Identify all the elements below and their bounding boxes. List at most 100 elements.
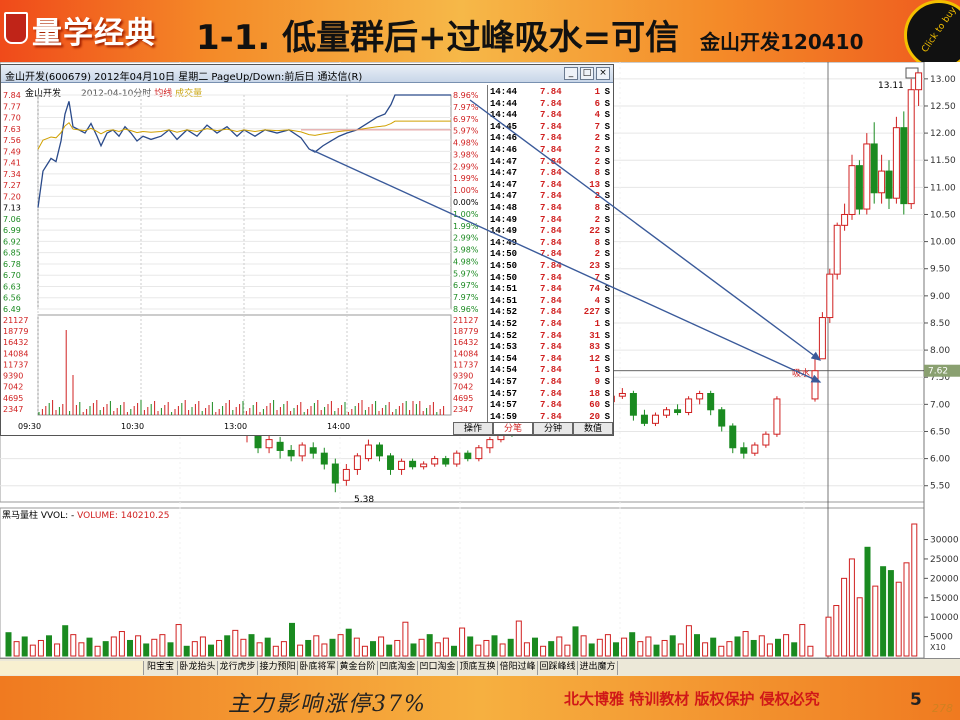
tick-volume: 83 xyxy=(589,342,600,353)
tick-price: 7.84 xyxy=(540,342,562,353)
tick-time: 14:49 xyxy=(490,226,518,237)
candle-body xyxy=(826,273,834,319)
tick-row[interactable]: 14:44 7.84 1 S xyxy=(488,87,614,100)
candle-body xyxy=(431,458,439,465)
volume-bar xyxy=(637,641,644,657)
tick-time: 14:54 xyxy=(490,365,518,376)
tick-direction: S xyxy=(604,237,610,248)
tick-tab[interactable]: 操作 xyxy=(453,422,493,435)
intraday-axis: 7.84 7.77 7.70 7.63 7.56 7.49 7.41 7.34 7.27 7.20… xyxy=(3,91,479,431)
tick-tab[interactable]: 数值 xyxy=(573,422,613,435)
intraday-vol-label-right: 18779 xyxy=(453,327,478,336)
minimize-button[interactable]: _ xyxy=(564,67,578,80)
formula-tab[interactable]: 顶底互换 xyxy=(458,661,498,675)
tick-time: 14:59 xyxy=(490,411,518,422)
volume-bar xyxy=(434,642,441,657)
candle-body xyxy=(729,425,737,449)
formula-tab[interactable]: 龙行虎步 xyxy=(218,661,258,675)
volume-bar xyxy=(742,631,749,657)
tick-tab[interactable]: 分笔 xyxy=(493,422,533,435)
price-tick-label: 11.00 xyxy=(930,183,956,193)
tick-direction: S xyxy=(604,98,610,109)
candle-body xyxy=(818,317,826,360)
intraday-price-label: 7.34 xyxy=(3,170,21,179)
tick-list[interactable]: 14:44 7.84 1 S 14:44 7.84 6 S 14:44 7.84 4 S 14:45 7.… xyxy=(487,85,613,423)
tick-time: 14:53 xyxy=(490,342,518,353)
tick-direction: S xyxy=(604,284,610,295)
chart-info-vol: 成交量 xyxy=(175,89,203,99)
maximize-button[interactable]: □ xyxy=(580,67,594,80)
tick-price: 7.84 xyxy=(540,261,562,271)
tick-price: 7.84 xyxy=(540,133,562,144)
volume-bar xyxy=(272,645,279,657)
formula-tab[interactable]: 卧底将军 xyxy=(298,661,338,675)
candle-body xyxy=(848,165,856,215)
tick-volume: 13 xyxy=(589,179,600,190)
tick-price: 7.84 xyxy=(540,98,562,109)
tick-row[interactable]: 14:57 7.84 60 S xyxy=(488,400,614,413)
candle-body xyxy=(298,444,306,457)
formula-tab[interactable]: 阳宝宝 xyxy=(144,661,178,675)
volume-bar xyxy=(94,645,101,657)
intraday-price-label: 7.27 xyxy=(3,181,21,190)
intraday-vol-label: 21127 xyxy=(3,316,28,325)
formula-tab[interactable]: 凹底淘金 xyxy=(378,661,418,675)
price-tick-label: 9.50 xyxy=(930,265,950,275)
intraday-vol-label-right: 16432 xyxy=(453,338,478,347)
formula-tab[interactable]: 进出魔方 xyxy=(578,661,618,675)
price-tick-label: 10.50 xyxy=(930,210,956,220)
volume-bar xyxy=(621,637,628,657)
intraday-pct-label: 4.98% xyxy=(453,257,479,266)
tick-direction: S xyxy=(604,319,610,329)
price-tick-label: 10.00 xyxy=(930,238,956,248)
volume-bar xyxy=(758,635,765,657)
intraday-pct-label: 3.98% xyxy=(453,246,479,255)
candle-body xyxy=(486,439,494,449)
volume-bar xyxy=(629,632,636,657)
formula-tab[interactable]: 接力预阳 xyxy=(258,661,298,675)
intraday-vol-label: 11737 xyxy=(3,360,28,369)
formula-tab[interactable]: 卧龙抬头 xyxy=(178,661,218,675)
volume-bar xyxy=(305,639,312,657)
formula-tab[interactable]: 倍阳过峰 xyxy=(498,661,538,675)
popup-titlebar[interactable]: 金山开发(600679) 2012年04月10日 星期二 PageUp/Down… xyxy=(1,65,613,83)
toolbar-icons[interactable] xyxy=(0,661,144,675)
intraday-pct-label: 1.00% xyxy=(453,186,479,195)
volume-bar xyxy=(604,634,611,657)
buy-badge[interactable]: Click to buy xyxy=(904,0,960,70)
formula-tab[interactable]: 凹口淘金 xyxy=(418,661,458,675)
tick-volume: 8 xyxy=(594,203,600,213)
tick-tab[interactable]: 分钟 xyxy=(533,422,573,435)
volume-bar xyxy=(848,558,855,657)
candle-body xyxy=(364,444,372,460)
volume-indicator-label: 黑马量柱 VVOL: - VOLUME: 140210.25 xyxy=(2,508,169,521)
volume-bars xyxy=(5,523,918,657)
intraday-vol-label: 18779 xyxy=(3,327,28,336)
intraday-vol-label: 7042 xyxy=(3,383,23,392)
chart-info-avg: 均线 xyxy=(154,89,173,99)
volume-bar xyxy=(143,643,150,657)
volume-indicator: VVOL: - xyxy=(40,511,75,521)
intraday-price-line xyxy=(37,94,451,208)
tick-time: 14:44 xyxy=(490,87,518,97)
tick-price: 7.84 xyxy=(540,156,562,167)
tick-direction: S xyxy=(604,214,610,225)
formula-tab[interactable]: 黄金台阶 xyxy=(338,661,378,675)
close-button[interactable]: × xyxy=(596,67,610,80)
volume-bar xyxy=(224,635,231,657)
formula-tab[interactable]: 回踩峰线 xyxy=(538,661,578,675)
intraday-popup-window[interactable]: 金山开发(600679) 2012年04月10日 星期二 PageUp/Down… xyxy=(0,64,614,436)
candle-body xyxy=(696,393,704,400)
volume-bar xyxy=(240,638,247,657)
intraday-svg: 7.84 7.77 7.70 7.63 7.56 7.49 7.41 7.34 7.27 7.20… xyxy=(3,91,479,431)
volume-bar xyxy=(580,635,587,657)
tick-direction: S xyxy=(604,388,610,399)
tick-row[interactable]: 14:59 7.84 20 S xyxy=(488,412,614,425)
volume-bar xyxy=(321,643,328,657)
candle-body xyxy=(833,224,841,275)
tick-row[interactable]: 14:57 7.84 18 S xyxy=(488,389,614,402)
candle-body xyxy=(892,127,900,199)
tick-price: 7.84 xyxy=(540,226,562,237)
volume-bar xyxy=(669,635,676,657)
low-price-label: 5.38 xyxy=(354,495,374,505)
